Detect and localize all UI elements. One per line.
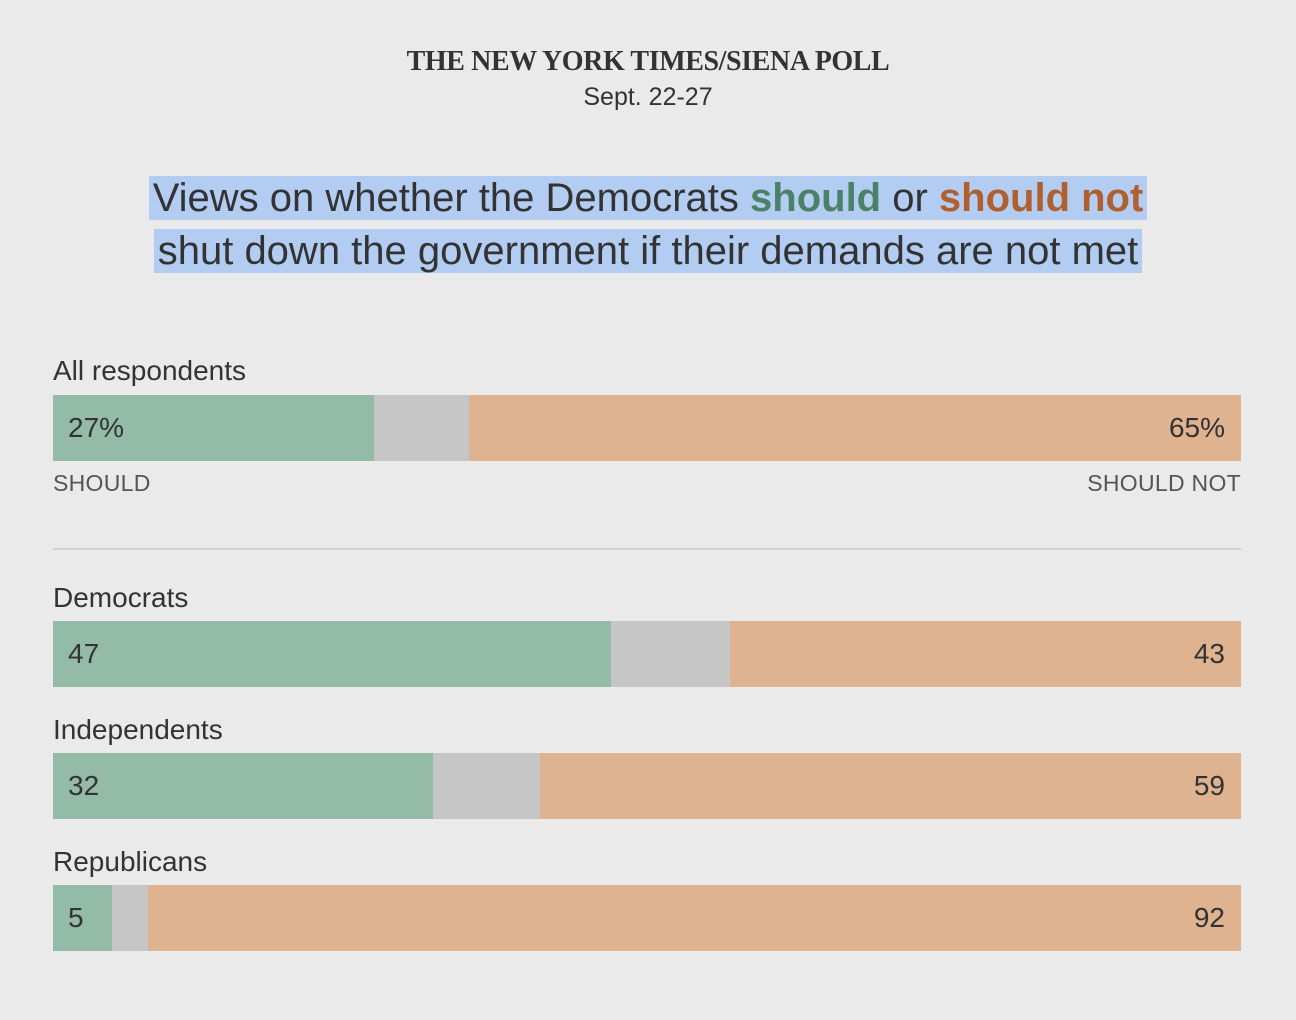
title-text: Views on whether the Democrats xyxy=(152,176,751,220)
title-should-keyword: should xyxy=(750,176,882,220)
chart-header: THE NEW YORK TIMES/SIENA POLL Sept. 22-2… xyxy=(0,44,1296,113)
title-line-2: shut down the government if their demand… xyxy=(153,229,1143,273)
value-label-should-not: 92 xyxy=(1193,902,1225,933)
group-label: Republicans xyxy=(53,846,208,877)
axis-label-should: SHOULD xyxy=(53,470,151,496)
bar-segment-should-not xyxy=(730,621,1241,687)
bar-segment-should xyxy=(53,395,374,461)
axis-label-should-not: SHOULD NOT xyxy=(1087,470,1241,496)
stacked-bar: 32 59 xyxy=(53,753,1241,819)
bar-segment-unsure xyxy=(433,753,541,819)
value-label-should: 27% xyxy=(68,412,125,443)
bar-segment-should-not xyxy=(468,395,1241,461)
poll-source: THE NEW YORK TIMES/SIENA POLL xyxy=(406,46,890,77)
value-label-should: 5 xyxy=(68,902,84,933)
stacked-bar: 27% 65% xyxy=(53,395,1241,461)
title-text: or xyxy=(881,176,939,220)
bar-segment-should-not xyxy=(540,753,1241,819)
bar-segment-should xyxy=(53,753,434,819)
bar-segment-unsure xyxy=(373,395,469,461)
poll-date: Sept. 22-27 xyxy=(583,83,713,111)
title-should-not-keyword: should not xyxy=(938,176,1144,220)
title-line-1: Views on whether the Democrats should or… xyxy=(148,176,1148,220)
bar-segment-should xyxy=(53,621,612,687)
value-label-should: 32 xyxy=(68,770,100,801)
stacked-bar: 47 43 xyxy=(53,621,1241,687)
value-label-should: 47 xyxy=(68,638,100,669)
bar-segment-unsure xyxy=(112,885,149,951)
group-label: Independents xyxy=(53,714,223,745)
value-label-should-not: 59 xyxy=(1193,770,1225,801)
group-label: Democrats xyxy=(53,582,189,613)
bar-segment-should xyxy=(53,885,113,951)
group-label: All respondents xyxy=(53,355,247,386)
value-label-should-not: 43 xyxy=(1193,638,1225,669)
bar-segment-should-not xyxy=(148,885,1241,951)
chart-title: Views on whether the Democrats should or… xyxy=(0,172,1296,278)
bar-segment-unsure xyxy=(611,621,731,687)
value-label-should-not: 65% xyxy=(1168,412,1225,443)
stacked-bar: 5 92 xyxy=(53,885,1241,951)
divider xyxy=(53,548,1241,550)
